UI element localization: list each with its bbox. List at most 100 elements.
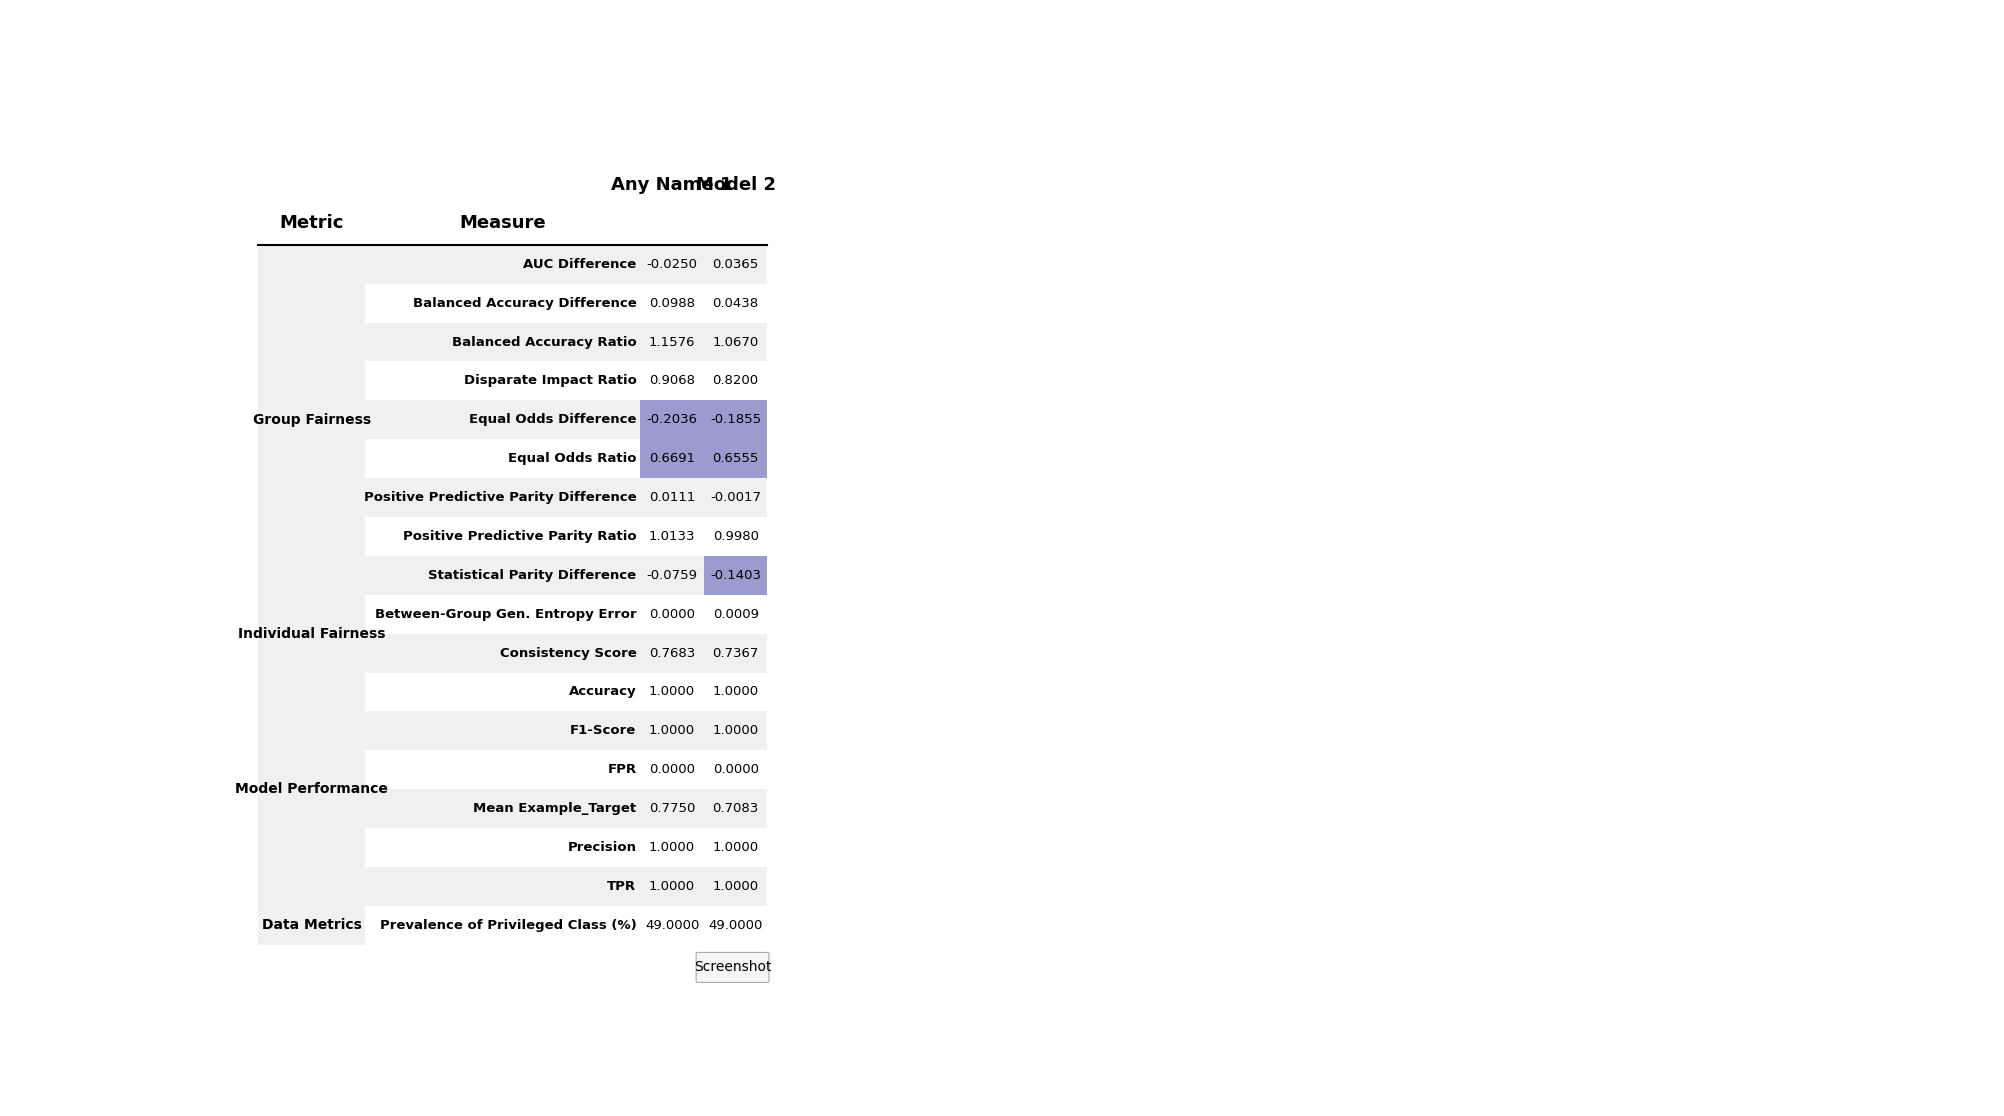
Text: 1.0133: 1.0133: [649, 530, 695, 543]
Bar: [365, 401, 768, 440]
Bar: [365, 828, 768, 867]
Text: -0.1855: -0.1855: [709, 413, 762, 426]
Text: Balanced Accuracy Ratio: Balanced Accuracy Ratio: [451, 336, 637, 348]
Text: Mean Example_Target: Mean Example_Target: [473, 802, 637, 815]
Text: Positive Predictive Parity Difference: Positive Predictive Parity Difference: [365, 491, 637, 504]
Text: -0.2036: -0.2036: [647, 413, 697, 426]
Bar: [259, 828, 365, 867]
Bar: [259, 323, 365, 362]
Text: Consistency Score: Consistency Score: [499, 646, 637, 660]
Bar: [259, 283, 365, 323]
Text: 0.0988: 0.0988: [649, 297, 695, 309]
Bar: [259, 750, 365, 789]
Text: -0.1403: -0.1403: [709, 569, 762, 581]
Bar: [641, 401, 703, 440]
Text: AUC Difference: AUC Difference: [523, 258, 637, 271]
Text: Equal Odds Difference: Equal Odds Difference: [469, 413, 637, 426]
Bar: [703, 440, 768, 478]
Text: -0.0759: -0.0759: [647, 569, 697, 581]
Text: FPR: FPR: [607, 763, 637, 777]
Text: Balanced Accuracy Difference: Balanced Accuracy Difference: [413, 297, 637, 309]
Bar: [259, 906, 365, 945]
Text: Any Name 1: Any Name 1: [611, 175, 733, 194]
Text: Positive Predictive Parity Ratio: Positive Predictive Parity Ratio: [403, 530, 637, 543]
Text: 1.0000: 1.0000: [649, 724, 695, 738]
Bar: [259, 244, 365, 283]
Text: 1.0000: 1.0000: [713, 879, 760, 893]
Text: 1.1576: 1.1576: [649, 336, 695, 348]
Text: Measure: Measure: [459, 214, 545, 232]
Bar: [259, 595, 365, 634]
Text: 1.0670: 1.0670: [713, 336, 760, 348]
Text: F1-Score: F1-Score: [571, 724, 637, 738]
Bar: [703, 401, 768, 440]
Bar: [259, 517, 365, 556]
Text: TPR: TPR: [607, 879, 637, 893]
Bar: [365, 283, 768, 323]
FancyBboxPatch shape: [695, 952, 770, 982]
Text: 0.9980: 0.9980: [713, 530, 760, 543]
Text: -0.0017: -0.0017: [709, 491, 762, 504]
Text: Between-Group Gen. Entropy Error: Between-Group Gen. Entropy Error: [375, 608, 637, 620]
Text: 49.0000: 49.0000: [645, 918, 699, 932]
Bar: [365, 244, 768, 283]
Text: 0.6691: 0.6691: [649, 452, 695, 465]
Bar: [365, 711, 768, 750]
Bar: [259, 867, 365, 906]
Bar: [365, 517, 768, 556]
Text: 0.7367: 0.7367: [713, 646, 760, 660]
Bar: [365, 750, 768, 789]
Text: 0.7750: 0.7750: [649, 802, 695, 815]
Text: 1.0000: 1.0000: [649, 685, 695, 699]
Text: Statistical Parity Difference: Statistical Parity Difference: [429, 569, 637, 581]
Text: Data Metrics: Data Metrics: [263, 918, 361, 932]
Bar: [365, 556, 768, 595]
Bar: [365, 789, 768, 828]
Text: 1.0000: 1.0000: [713, 685, 760, 699]
Text: Prevalence of Privileged Class (%): Prevalence of Privileged Class (%): [379, 918, 637, 932]
Text: -0.0250: -0.0250: [647, 258, 697, 271]
Bar: [365, 673, 768, 711]
Bar: [365, 478, 768, 517]
Text: Equal Odds Ratio: Equal Odds Ratio: [507, 452, 637, 465]
Bar: [259, 556, 365, 595]
Text: Accuracy: Accuracy: [569, 685, 637, 699]
Text: Model Performance: Model Performance: [234, 782, 389, 796]
Bar: [259, 634, 365, 673]
Text: 0.9068: 0.9068: [649, 374, 695, 387]
Bar: [259, 401, 365, 440]
Text: 1.0000: 1.0000: [649, 841, 695, 854]
Text: Metric: Metric: [279, 214, 345, 232]
Bar: [365, 867, 768, 906]
Text: 0.0000: 0.0000: [713, 763, 760, 777]
Bar: [259, 362, 365, 401]
Text: 0.6555: 0.6555: [713, 452, 760, 465]
Text: 1.0000: 1.0000: [649, 879, 695, 893]
Bar: [365, 634, 768, 673]
Text: 0.8200: 0.8200: [713, 374, 760, 387]
Text: 49.0000: 49.0000: [709, 918, 764, 932]
Bar: [365, 440, 768, 478]
Bar: [365, 362, 768, 401]
Text: 1.0000: 1.0000: [713, 724, 760, 738]
Bar: [365, 906, 768, 945]
Bar: [259, 673, 365, 711]
Bar: [365, 595, 768, 634]
Text: 1.0000: 1.0000: [713, 841, 760, 854]
Text: Model 2: Model 2: [695, 175, 776, 194]
Bar: [259, 789, 365, 828]
Bar: [365, 323, 768, 362]
Bar: [703, 556, 768, 595]
Text: Disparate Impact Ratio: Disparate Impact Ratio: [463, 374, 637, 387]
Text: 0.0365: 0.0365: [713, 258, 760, 271]
Text: Precision: Precision: [567, 841, 637, 854]
Text: 0.0111: 0.0111: [649, 491, 695, 504]
Text: 0.7683: 0.7683: [649, 646, 695, 660]
Bar: [259, 478, 365, 517]
Text: Group Fairness: Group Fairness: [253, 413, 371, 426]
Bar: [641, 440, 703, 478]
Bar: [259, 440, 365, 478]
Text: 0.0000: 0.0000: [649, 608, 695, 620]
Text: Individual Fairness: Individual Fairness: [238, 627, 385, 641]
Text: Screenshot: Screenshot: [693, 961, 772, 974]
